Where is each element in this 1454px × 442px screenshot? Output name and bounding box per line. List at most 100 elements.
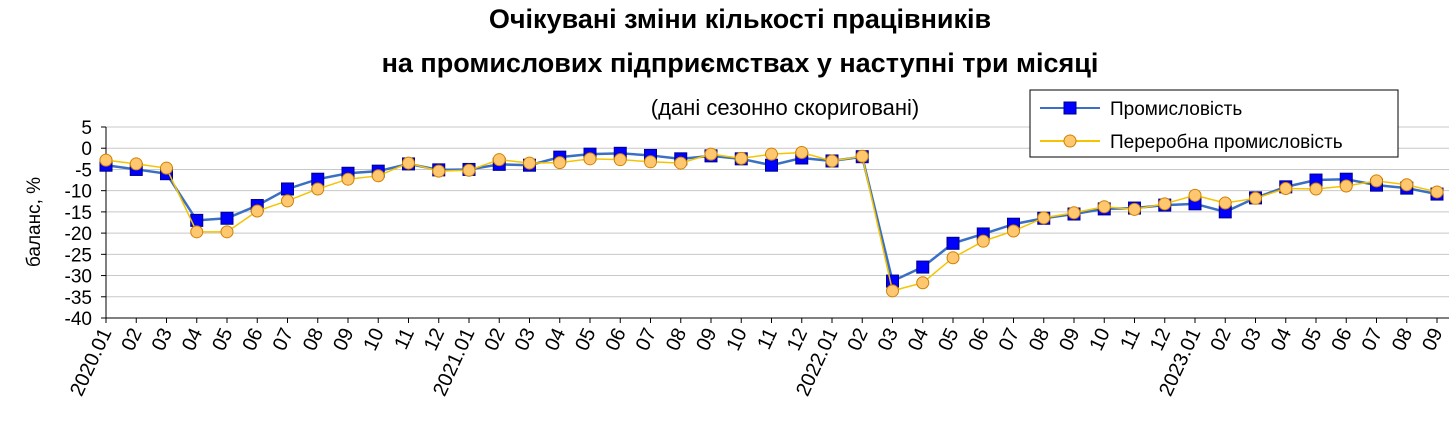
- y-tick-label: -5: [75, 160, 92, 181]
- data-point: [341, 172, 355, 186]
- data-point: [1370, 174, 1383, 188]
- data-point: [462, 163, 476, 177]
- data-point: [432, 164, 446, 178]
- chart-subtitle: (дані сезонно скориговані): [651, 95, 919, 120]
- x-tick-label: 09: [1418, 325, 1447, 354]
- data-point: [1218, 196, 1232, 210]
- x-tick-label: 02: [117, 325, 146, 354]
- data-point: [311, 182, 325, 196]
- y-axis-label: баланс, %: [24, 177, 45, 267]
- data-point: [1339, 179, 1353, 193]
- data-point: [916, 260, 930, 274]
- data-point: [160, 161, 173, 175]
- data-point: [916, 276, 930, 290]
- x-tick-label: 12: [783, 325, 812, 354]
- x-tick-label: 02: [480, 325, 509, 354]
- x-tick-label: 05: [208, 325, 237, 354]
- data-point: [1037, 211, 1051, 225]
- data-point: [190, 225, 204, 239]
- data-point: [886, 284, 899, 298]
- data-point: [553, 156, 567, 170]
- x-tick-label: 02: [1206, 325, 1235, 354]
- data-point: [765, 147, 778, 161]
- data-point: [220, 211, 234, 225]
- x-tick-label: 03: [148, 325, 177, 354]
- x-tick-label: 08: [1025, 325, 1054, 354]
- x-tick-label: 10: [359, 325, 388, 354]
- x-tick-label: 09: [692, 325, 721, 354]
- data-point: [1128, 202, 1141, 216]
- x-tick-label: 08: [299, 325, 328, 354]
- data-point: [492, 153, 506, 167]
- x-tick-label: 08: [1388, 325, 1417, 354]
- data-point: [795, 145, 809, 159]
- x-tick-label: 12: [1146, 325, 1175, 354]
- x-tick-label: 05: [1297, 325, 1326, 354]
- data-point: [371, 169, 385, 183]
- data-point: [855, 149, 869, 163]
- x-tick-label: 06: [964, 325, 993, 354]
- x-tick-label: 08: [662, 325, 691, 354]
- data-point: [1097, 200, 1111, 214]
- data-point: [674, 156, 688, 170]
- data-point: [1430, 185, 1444, 199]
- x-tick-label: 07: [1358, 325, 1387, 354]
- data-point: [734, 151, 748, 165]
- data-point: [523, 156, 536, 170]
- data-point: [1188, 188, 1202, 202]
- x-tick-label: 09: [1055, 325, 1084, 354]
- data-point: [1309, 182, 1323, 196]
- legend-box: [1029, 89, 1399, 158]
- y-tick-label: -35: [65, 288, 92, 309]
- series-line: [105, 151, 1438, 292]
- x-tick-label: 2020.01: [66, 325, 116, 400]
- y-tick-label: -25: [65, 245, 92, 266]
- x-tick-label: 03: [874, 325, 903, 354]
- data-point: [644, 155, 657, 169]
- x-tick-label: 04: [541, 325, 570, 354]
- x-tick-label: 07: [995, 325, 1024, 354]
- y-tick-label: -40: [65, 309, 92, 330]
- x-tick-label: 07: [269, 325, 298, 354]
- x-tick-label: 06: [601, 325, 630, 354]
- y-tick-label: -20: [65, 224, 92, 245]
- x-tick-label: 07: [632, 325, 661, 354]
- data-point: [250, 204, 264, 218]
- chart-title: на промислових підприємствах у наступні …: [382, 48, 1099, 78]
- data-point: [765, 158, 778, 172]
- data-point: [825, 154, 839, 168]
- y-tick-label: -10: [65, 182, 92, 203]
- legend-marker: [1063, 134, 1077, 148]
- x-tick-label: 04: [1267, 325, 1296, 354]
- legend-label: Промисловість: [1110, 99, 1242, 120]
- legend-label: Переробна промисловість: [1110, 132, 1343, 153]
- x-tick-label: 03: [1237, 325, 1266, 354]
- x-tick-label: 09: [329, 325, 358, 354]
- y-tick-label: -15: [65, 203, 92, 224]
- x-tick-label: 03: [511, 325, 540, 354]
- data-point: [613, 153, 627, 167]
- data-point: [1400, 178, 1414, 192]
- data-point: [1007, 224, 1020, 238]
- y-tick-label: 0: [81, 139, 92, 160]
- data-point: [129, 157, 143, 171]
- data-point: [946, 251, 960, 265]
- x-tick-label: 11: [390, 325, 419, 353]
- x-tick-label: 04: [904, 325, 933, 354]
- data-point: [1158, 197, 1172, 211]
- data-point: [946, 236, 960, 250]
- data-point: [704, 147, 718, 161]
- chart-title: Очікувані зміни кількості працівників: [489, 4, 991, 34]
- data-point: [583, 152, 597, 166]
- x-tick-label: 06: [238, 325, 267, 354]
- data-point: [976, 234, 990, 248]
- data-point: [1249, 191, 1262, 205]
- x-tick-label: 05: [934, 325, 963, 354]
- data-point: [1279, 182, 1293, 196]
- legend-marker: [1063, 101, 1077, 115]
- data-point: [99, 153, 113, 167]
- x-tick-label: 10: [1085, 325, 1114, 354]
- x-tick-label: 12: [420, 325, 449, 354]
- x-tick-label: 04: [178, 325, 207, 354]
